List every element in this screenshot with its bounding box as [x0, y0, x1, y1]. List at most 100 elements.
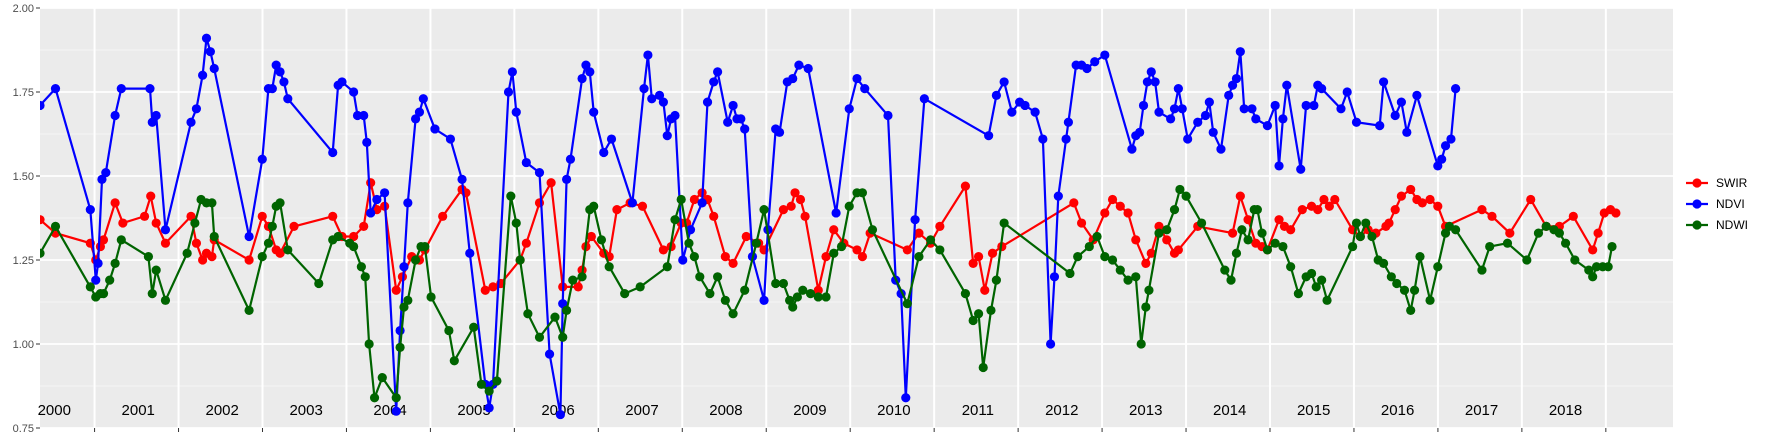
data-point-swir — [289, 221, 299, 231]
y-tick-label: 1.25 — [13, 255, 34, 267]
data-point-ndvi — [337, 77, 347, 87]
data-point-ndvi — [430, 124, 440, 134]
data-point-ndwi — [596, 235, 607, 245]
data-point-ndwi — [263, 238, 274, 248]
data-point-ndwi — [1351, 218, 1362, 228]
data-point-ndwi — [1107, 255, 1118, 265]
data-point-swir — [275, 248, 285, 258]
data-point-swir — [778, 205, 789, 215]
data-point-ndwi — [1123, 275, 1133, 285]
data-point-ndvi — [507, 67, 517, 77]
year-label: 2004 — [373, 402, 406, 419]
data-point-ndwi — [147, 289, 157, 299]
data-point-ndwi — [420, 241, 430, 252]
year-label: 2002 — [206, 402, 239, 419]
data-point-ndwi — [740, 285, 750, 295]
data-point-swir — [366, 178, 376, 188]
data-point-ndvi — [145, 84, 155, 94]
data-point-ndwi — [283, 245, 293, 255]
data-point-ndvi — [359, 110, 369, 121]
data-point-ndvi — [1274, 161, 1284, 171]
data-point-swir — [1487, 211, 1497, 221]
year-label: 2016 — [1381, 402, 1414, 419]
y-tick-label: 1.75 — [13, 87, 34, 99]
data-point-ndwi — [805, 289, 816, 299]
data-point-ndwi — [1226, 275, 1236, 285]
data-point-ndwi — [925, 235, 936, 245]
data-point-swir — [1417, 198, 1427, 208]
data-point-ndvi — [511, 107, 521, 117]
data-point-ndwi — [534, 332, 545, 342]
data-point-ndvi — [186, 117, 196, 127]
data-point-ndvi — [740, 124, 750, 134]
data-point-ndwi — [515, 255, 525, 265]
data-point-ndwi — [857, 188, 868, 198]
data-point-ndvi — [1154, 107, 1164, 117]
data-point-ndvi — [1440, 141, 1451, 151]
data-point-ndvi — [1231, 73, 1242, 84]
data-point-swir — [612, 205, 622, 215]
legend-label: NDWI — [1716, 218, 1748, 232]
data-point-swir — [720, 252, 730, 262]
data-point-ndvi — [279, 77, 289, 87]
data-point-ndwi — [670, 215, 680, 225]
data-point-ndwi — [1485, 241, 1495, 252]
data-point-ndwi — [788, 302, 798, 312]
data-point-ndwi — [1257, 228, 1267, 238]
data-point-ndvi — [702, 97, 713, 107]
data-point-ndvi — [910, 215, 920, 225]
data-point-ndwi — [151, 265, 161, 275]
data-point-ndwi — [1541, 221, 1551, 231]
data-point-ndwi — [1115, 265, 1125, 275]
data-point-ndwi — [360, 272, 370, 282]
data-point-swir — [786, 201, 796, 211]
data-point-ndwi — [484, 386, 494, 396]
data-point-ndvi — [1437, 154, 1447, 164]
data-point-ndvi — [534, 168, 545, 178]
data-point-ndvi — [1235, 47, 1245, 57]
data-point-ndvi — [999, 77, 1009, 87]
data-point-ndvi — [544, 349, 555, 359]
data-point-ndwi — [364, 339, 374, 349]
data-point-swir — [349, 231, 359, 242]
data-point-ndwi — [720, 295, 730, 305]
data-point-ndwi — [1533, 228, 1544, 238]
data-point-ndvi — [1038, 134, 1048, 144]
data-point-ndvi — [1200, 110, 1211, 121]
data-point-ndvi — [1342, 87, 1352, 97]
data-point-swir — [186, 211, 196, 221]
data-point-ndvi — [1351, 117, 1362, 127]
data-point-ndvi — [1045, 339, 1056, 349]
data-point-ndwi — [403, 295, 413, 305]
data-point-swir — [1107, 194, 1118, 205]
data-point-ndwi — [349, 241, 359, 252]
data-point-ndvi — [503, 87, 514, 97]
data-point-ndwi — [267, 221, 277, 231]
data-point-ndwi — [684, 238, 694, 248]
data-point-ndvi — [662, 131, 672, 141]
legend-label: SWIR — [1716, 176, 1748, 190]
data-point-ndvi — [1127, 144, 1137, 154]
data-point-ndvi — [599, 147, 609, 158]
data-point-ndvi — [40, 100, 45, 111]
data-point-ndwi — [506, 191, 516, 201]
data-point-ndvi — [465, 248, 475, 258]
year-label: 2011 — [962, 402, 994, 419]
data-point-ndvi — [1166, 114, 1176, 124]
data-point-ndvi — [1247, 104, 1257, 114]
data-point-ndwi — [1425, 295, 1435, 305]
data-point-ndvi — [685, 225, 696, 235]
data-point-swir — [1100, 208, 1110, 218]
year-label: 2006 — [541, 402, 574, 419]
data-point-ndvi — [1090, 57, 1100, 67]
data-point-ndwi — [110, 258, 120, 268]
data-point-ndwi — [1154, 228, 1164, 238]
data-point-ndwi — [1367, 231, 1377, 242]
year-label: 2000 — [38, 402, 71, 419]
data-point-swir — [1154, 221, 1164, 231]
data-point-ndvi — [919, 94, 929, 104]
year-label: 2018 — [1549, 402, 1582, 419]
data-point-ndwi — [1270, 238, 1280, 248]
series-ndwi — [40, 184, 1617, 403]
data-point-swir — [1611, 208, 1621, 218]
